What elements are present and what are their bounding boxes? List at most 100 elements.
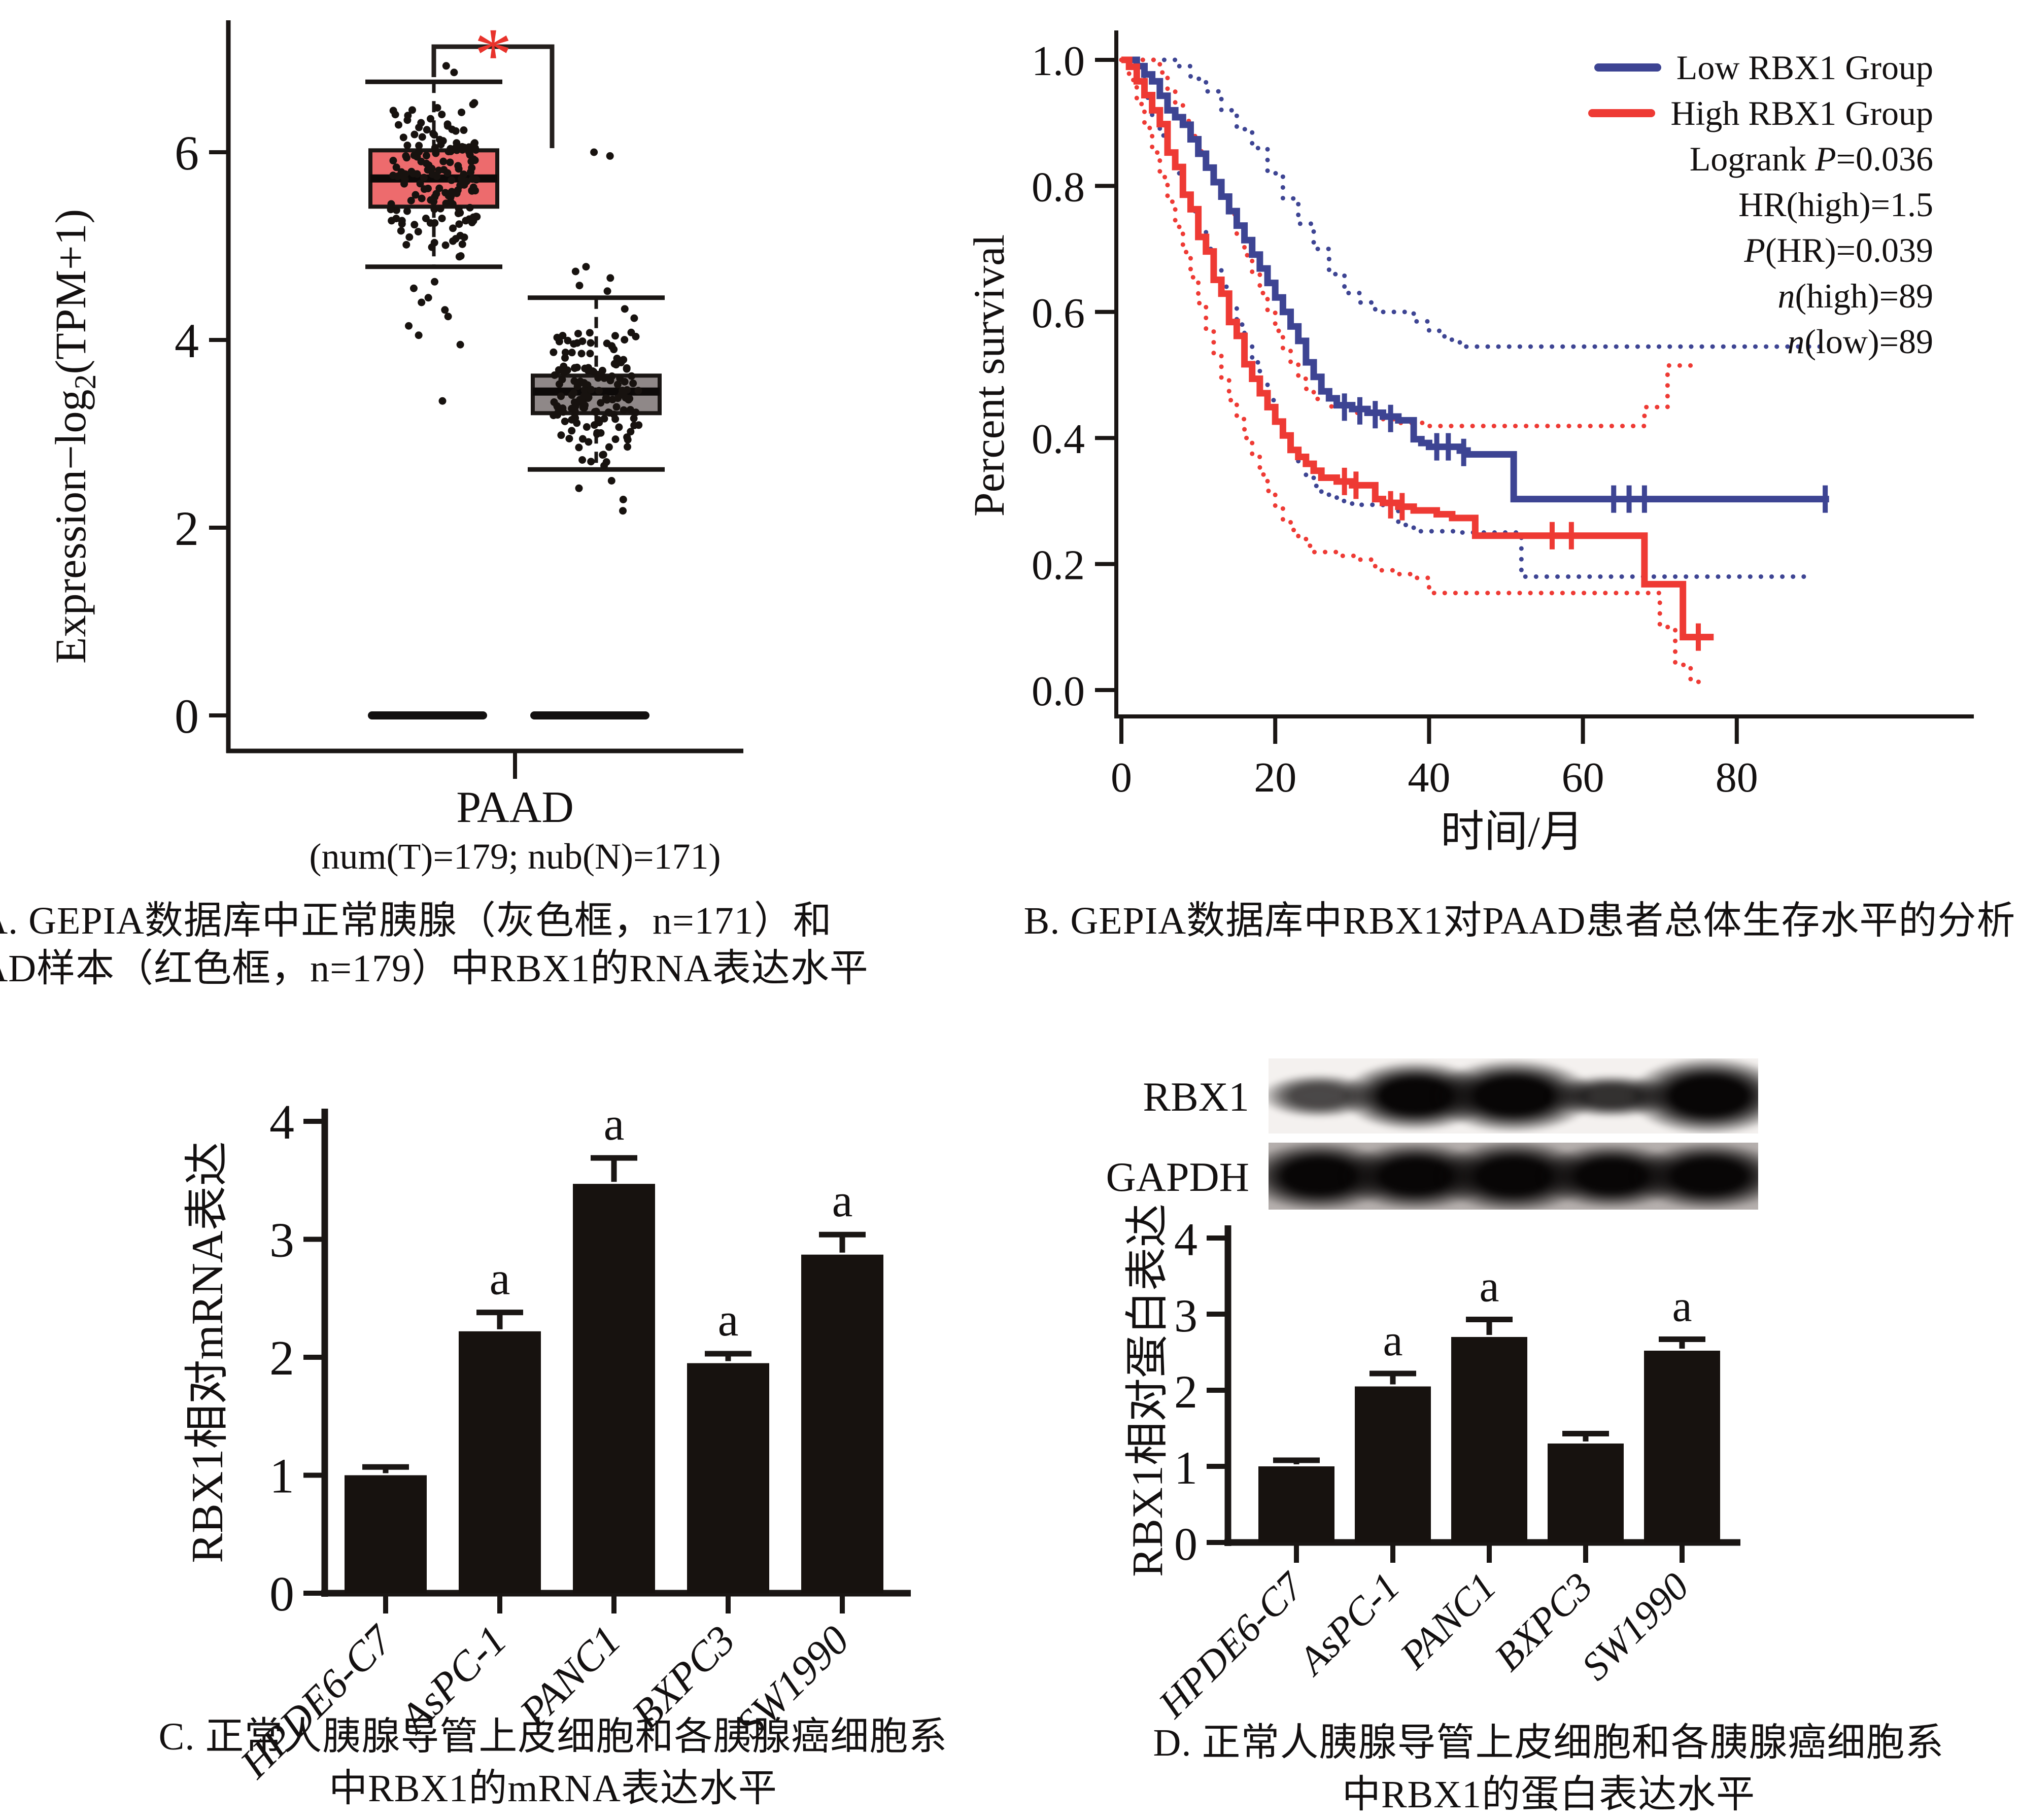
- scatter-point: [426, 115, 434, 123]
- scatter-point: [580, 379, 588, 387]
- scatter-point: [607, 342, 615, 350]
- caption-d-line2: 中RBX1的蛋白表达水平: [1342, 1773, 1756, 1816]
- km-curve-main: [1121, 56, 1829, 503]
- scatter-point: [452, 235, 460, 243]
- scatter-point: [578, 435, 587, 443]
- scatter-point: [591, 408, 599, 416]
- scatter-point: [599, 451, 607, 459]
- caption-c-line1: C. 正常人胰腺导管上皮细胞和各胰腺癌细胞系: [158, 1715, 948, 1758]
- scatter-point: [561, 354, 569, 362]
- scatter-point: [623, 433, 631, 441]
- scatter-point: [568, 349, 576, 357]
- scatter-point: [458, 175, 466, 183]
- scatter-point: [399, 133, 407, 142]
- d-sig-label: a: [1479, 1262, 1499, 1312]
- b-y-tick-label: 0.8: [1032, 163, 1085, 211]
- b-x-tick-label: 0: [1111, 754, 1132, 801]
- scatter-point: [460, 233, 468, 242]
- c-sig-label: a: [490, 1253, 510, 1304]
- scatter-point: [408, 106, 416, 114]
- b-x-tick-label: 20: [1254, 754, 1296, 801]
- scatter-point: [432, 149, 440, 157]
- scatter-outlier: [571, 267, 579, 276]
- d-category-label: PANC1: [1391, 1564, 1504, 1678]
- scatter-point: [628, 372, 636, 380]
- scatter-point: [623, 394, 631, 402]
- scatter-point: [430, 205, 438, 213]
- zero-value-strip: [530, 711, 649, 719]
- scatter-point: [554, 403, 562, 411]
- c-y-tick-label: 3: [269, 1213, 294, 1268]
- scatter-point: [424, 184, 432, 192]
- scatter-point: [429, 129, 437, 138]
- scatter-point: [458, 240, 466, 248]
- c-bar: [345, 1475, 427, 1593]
- scatter-outlier: [444, 313, 452, 321]
- scatter-point: [446, 158, 454, 166]
- scatter-point: [404, 112, 412, 120]
- scatter-point: [597, 399, 605, 407]
- scatter-point: [415, 148, 423, 156]
- scatter-point: [561, 349, 569, 357]
- scatter-point: [470, 99, 478, 107]
- scatter-point: [593, 430, 601, 438]
- scatter-point: [561, 417, 569, 425]
- scatter-point: [438, 214, 446, 222]
- c-y-tick-label: 1: [269, 1449, 294, 1504]
- scatter-point: [412, 191, 420, 199]
- d-y-tick-label: 2: [1174, 1366, 1197, 1418]
- scatter-outlier: [450, 68, 458, 77]
- scatter-outlier: [619, 507, 627, 515]
- km-stat-line: P(HR)=0.039: [1744, 231, 1933, 269]
- scatter-point: [603, 395, 611, 403]
- scatter-outlier: [441, 306, 449, 314]
- scatter-point: [559, 331, 567, 339]
- scatter-point: [558, 375, 566, 384]
- scatter-point: [617, 358, 625, 366]
- scatter-point: [428, 164, 436, 173]
- scatter-point: [402, 241, 410, 249]
- scatter-point: [630, 415, 638, 423]
- a-x-label: PAAD: [456, 783, 574, 832]
- caption-a-line2: PAAD样本（红色框，n=179）中RBX1的RNA表达水平: [0, 947, 869, 990]
- caption-b: B. GEPIA数据库中RBX1对PAAD患者总体生存水平的分析: [1023, 900, 2016, 942]
- scatter-point: [402, 154, 410, 162]
- km-curve-ci: [1119, 57, 1701, 429]
- zero-value-strip: [368, 711, 487, 719]
- b-y-tick-label: 0.6: [1032, 290, 1085, 337]
- scatter-point: [422, 214, 430, 222]
- b-x-axis-label: 时间/月: [1441, 807, 1584, 856]
- scatter-point: [627, 328, 635, 336]
- scatter-point: [594, 370, 602, 379]
- scatter-outlier: [404, 322, 413, 330]
- scatter-point: [454, 162, 462, 170]
- blot-band: [1626, 1058, 1758, 1134]
- scatter-point: [469, 183, 477, 191]
- scatter-point: [457, 252, 465, 260]
- b-y-tick-label: 1.0: [1032, 38, 1085, 85]
- c-y-tick-label: 0: [269, 1567, 294, 1622]
- scatter-point: [449, 189, 457, 197]
- d-y-tick-label: 3: [1174, 1290, 1197, 1342]
- scatter-point: [555, 366, 563, 374]
- d-bar: [1548, 1444, 1624, 1542]
- b-x-tick-label: 40: [1408, 754, 1450, 801]
- scatter-point: [405, 233, 414, 241]
- scatter-point: [627, 428, 635, 436]
- scatter-point: [624, 443, 632, 451]
- scatter-point: [407, 196, 415, 204]
- scatter-point: [399, 172, 407, 180]
- d-bar: [1644, 1351, 1720, 1542]
- scatter-point: [568, 391, 576, 399]
- km-legend: Low RBX1 Group High RBX1 Group Logrank P=0…: [1279, 45, 1933, 364]
- blot-row-label-gapdh: GAPDH: [1106, 1154, 1249, 1200]
- scatter-point: [436, 204, 444, 213]
- legend-line-swatch: [1588, 109, 1656, 117]
- scatter-point: [580, 404, 589, 412]
- scatter-point: [629, 380, 637, 388]
- scatter-point: [440, 166, 448, 174]
- scatter-point: [453, 146, 461, 154]
- scatter-point: [614, 394, 622, 402]
- scatter-point: [415, 123, 423, 131]
- scatter-point: [456, 181, 464, 189]
